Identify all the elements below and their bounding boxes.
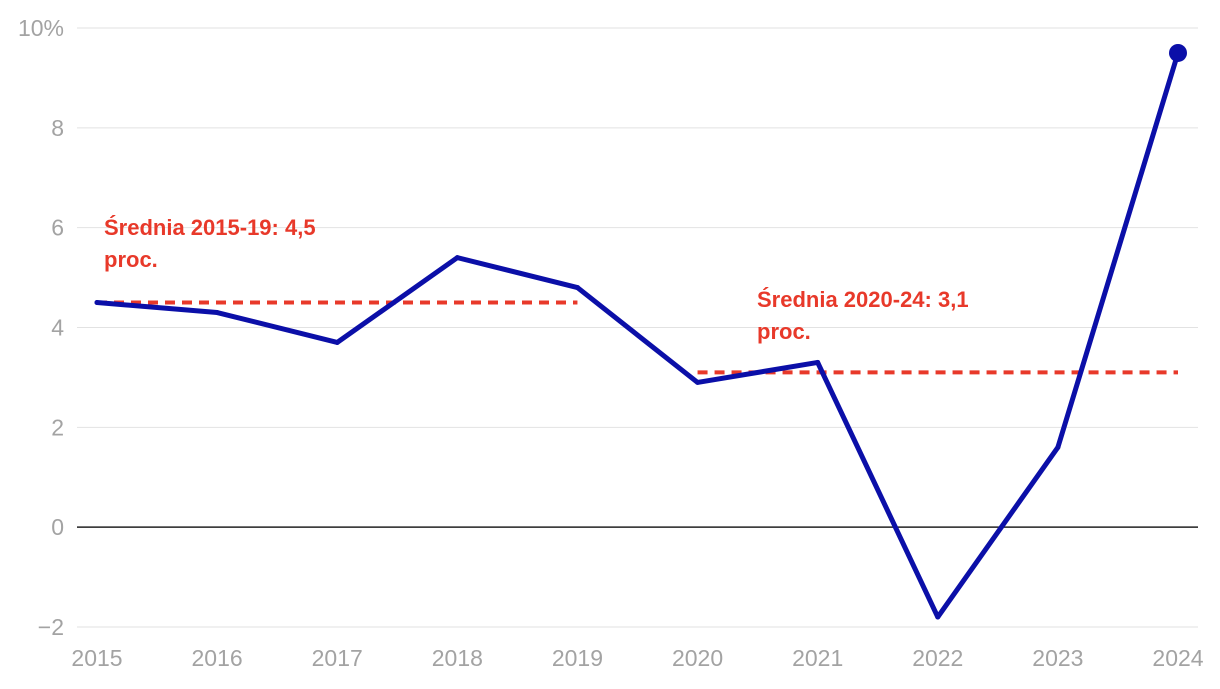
y-tick-label: 4 [51,315,64,341]
data-point [1055,444,1061,450]
data-point [935,614,941,620]
data-point [454,255,460,261]
y-tick-label: 8 [51,115,64,141]
average-lines [97,300,1178,375]
y-tick-label: −2 [38,614,64,640]
y-axis-ticks: −2 0 2 4 6 8 10% [18,15,64,640]
grid-layer [77,27,1198,628]
series-layer [94,43,1187,620]
x-tick-label: 2018 [432,645,483,671]
x-axis-ticks: 2015 2016 2017 2018 2019 2020 2021 2022 2023 2024 [71,645,1203,671]
x-tick-label: 2017 [312,645,363,671]
average-label-unit: proc. [104,247,158,272]
y-tick-label: 10% [18,15,64,41]
data-point [214,310,220,316]
series-line [94,50,1181,620]
data-point [815,359,821,365]
x-tick-label: 2015 [71,645,122,671]
x-tick-label: 2016 [192,645,243,671]
data-point [334,339,340,345]
x-tick-label: 2024 [1152,645,1203,671]
data-point [574,285,580,291]
x-tick-label: 2023 [1032,645,1083,671]
y-tick-label: 6 [51,215,64,241]
y-tick-label: 0 [51,514,64,540]
data-point [695,379,701,385]
y-tick-label: 2 [51,414,64,440]
x-tick-label: 2022 [912,645,963,671]
average-label: Średnia 2020-24: 3,1 [757,287,969,312]
end-point-marker [1169,43,1187,62]
average-annotations: Średnia 2015-19: 4,5 proc. Średnia 2020-24… [104,215,969,344]
x-tick-label: 2021 [792,645,843,671]
x-tick-label: 2019 [552,645,603,671]
average-label-unit: proc. [757,319,811,344]
data-point [94,300,100,306]
average-label: Średnia 2015-19: 4,5 [104,215,316,240]
x-tick-label: 2020 [672,645,723,671]
